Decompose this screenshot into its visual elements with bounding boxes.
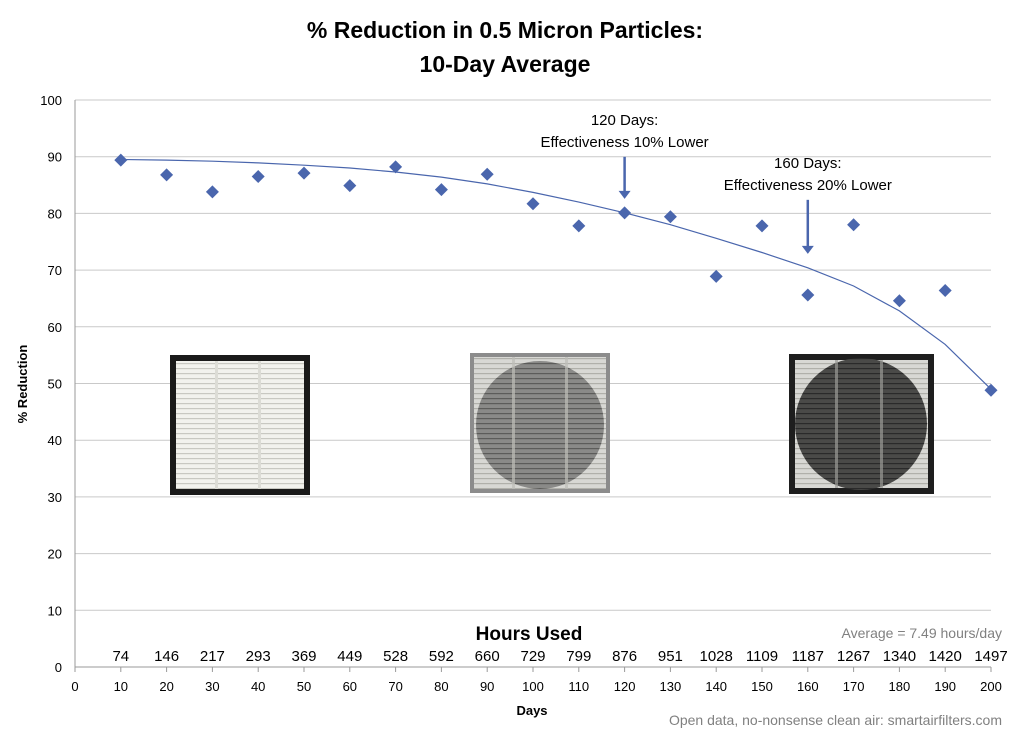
y-tick-label: 50: [48, 377, 62, 392]
x-tick-label: 30: [205, 679, 219, 694]
y-tick-label: 60: [48, 320, 62, 335]
data-point: [572, 219, 586, 233]
chart-title-line1: % Reduction in 0.5 Micron Particles:: [307, 17, 703, 43]
data-point: [663, 210, 677, 224]
x-axis-title: Days: [516, 703, 547, 718]
x-tick-label: 180: [889, 679, 911, 694]
y-tick-label: 40: [48, 433, 62, 448]
data-point: [160, 168, 174, 182]
hours-used-row: 74 146 217 293 369 449 528 592 660 729 799 876 951 10…: [112, 648, 1007, 665]
data-point: [984, 383, 998, 397]
annotation-arrow-head: [801, 245, 814, 254]
y-tick-label: 10: [48, 603, 62, 618]
data-point: [434, 183, 448, 197]
hours-used-value: 729: [520, 648, 545, 665]
data-point: [251, 170, 265, 184]
filter-photo-160-days: [789, 354, 934, 494]
y-tick-label: 0: [55, 660, 62, 675]
data-point: [801, 288, 815, 302]
x-tick-label: 70: [388, 679, 402, 694]
hours-used-value: 1420: [929, 648, 962, 665]
data-point: [205, 185, 219, 199]
x-tick-label: 0: [71, 679, 78, 694]
hours-used-value: 449: [337, 648, 362, 665]
annotation-line2: Effectiveness 20% Lower: [724, 177, 892, 194]
x-tick-label: 10: [114, 679, 128, 694]
hours-used-value: 146: [154, 648, 179, 665]
hours-used-value: 799: [566, 648, 591, 665]
x-tick-label: 140: [705, 679, 727, 694]
annotation-arrow-head: [618, 190, 631, 199]
footer-source: Open data, no-nonsense clean air: smarta…: [669, 712, 1002, 728]
y-tick-label: 80: [48, 206, 62, 221]
x-tick-label: 170: [843, 679, 865, 694]
x-tick-label: 130: [660, 679, 682, 694]
annotations: 120 Days: Effectiveness 10% Lower 160 Days…: [541, 112, 892, 254]
hours-used-value: 74: [112, 648, 129, 665]
hours-used-title: Hours Used: [476, 624, 583, 645]
data-point: [389, 160, 403, 174]
y-tick-label: 90: [48, 150, 62, 165]
y-axis-title: % Reduction: [15, 345, 30, 424]
x-tick-label: 20: [159, 679, 173, 694]
hours-used-value: 592: [429, 648, 454, 665]
y-tick-label: 70: [48, 263, 62, 278]
x-tick-label: 120: [614, 679, 636, 694]
hours-used-value: 369: [291, 648, 316, 665]
x-axis: 0 10 20 30 40 50 60 70 80 90 100 110 120 130 140 150 160…: [71, 667, 1002, 694]
x-tick-label: 40: [251, 679, 265, 694]
x-tick-label: 150: [751, 679, 773, 694]
hours-used-value: 293: [246, 648, 271, 665]
trendline: [120, 158, 992, 390]
data-point: [480, 167, 494, 181]
chart-title-line2: 10-Day Average: [420, 51, 591, 77]
hours-used-value: 1187: [792, 648, 824, 665]
hours-used-value: 951: [658, 648, 683, 665]
hours-used-value: 1028: [700, 648, 733, 665]
data-point: [847, 218, 861, 232]
average-note: Average = 7.49 hours/day: [842, 625, 1002, 641]
hours-used-value: 660: [475, 648, 500, 665]
data-points: [114, 153, 998, 397]
x-tick-label: 60: [343, 679, 357, 694]
annotation-160-days: 160 Days: Effectiveness 20% Lower: [724, 155, 892, 254]
x-tick-label: 80: [434, 679, 448, 694]
x-tick-label: 160: [797, 679, 819, 694]
x-tick-label: 100: [522, 679, 544, 694]
data-point: [938, 284, 952, 298]
hours-used-value: 1267: [837, 648, 870, 665]
x-tick-label: 190: [934, 679, 956, 694]
data-point: [297, 166, 311, 180]
hours-used-value: 1340: [883, 648, 916, 665]
hours-used-value: 1109: [746, 648, 778, 665]
data-point: [618, 206, 632, 220]
hours-used-value: 217: [200, 648, 225, 665]
x-tick-label: 90: [480, 679, 494, 694]
filter-photo-120-days: [470, 353, 610, 493]
data-point: [892, 294, 906, 308]
x-tick-label: 110: [568, 679, 589, 694]
hours-used-value: 876: [612, 648, 637, 665]
data-point: [526, 197, 540, 211]
hours-used-value: 528: [383, 648, 408, 665]
data-point: [755, 219, 769, 233]
x-tick-label: 200: [980, 679, 1002, 694]
new-filter-photo: [170, 355, 310, 495]
data-point: [114, 153, 128, 167]
annotation-120-days: 120 Days: Effectiveness 10% Lower: [541, 112, 709, 199]
x-tick-label: 50: [297, 679, 311, 694]
annotation-line2: Effectiveness 10% Lower: [541, 134, 709, 151]
annotation-line1: 160 Days:: [774, 155, 842, 172]
y-tick-label: 30: [48, 490, 62, 505]
y-axis: 0 10 20 30 40 50 60 70 80 90 100: [40, 93, 62, 675]
data-point: [709, 269, 723, 283]
hours-used-value: 1497: [974, 648, 1007, 665]
data-point: [343, 179, 357, 193]
y-tick-label: 100: [40, 93, 62, 108]
annotation-line1: 120 Days:: [591, 112, 659, 129]
y-tick-label: 20: [48, 547, 62, 562]
